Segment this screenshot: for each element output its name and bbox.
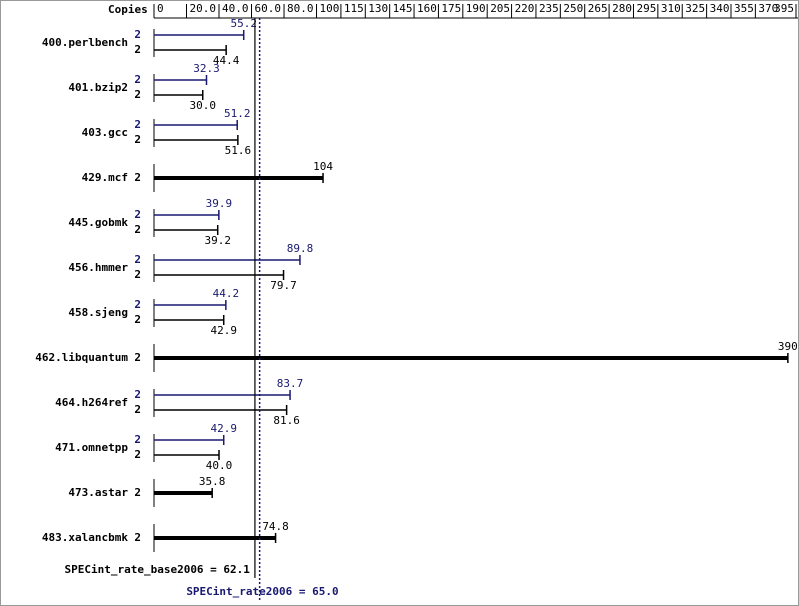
axis-title: Copies	[108, 3, 148, 16]
copies-label: 2	[134, 253, 141, 266]
category-label: 400.perlbench	[42, 36, 128, 49]
x-tick-label: 130	[368, 2, 388, 15]
category-label: 429.mcf	[82, 171, 128, 184]
value-label: 81.6	[273, 414, 300, 427]
x-tick-label: 340	[710, 2, 730, 15]
copies-label: 2	[134, 88, 141, 101]
x-tick-label: 100	[320, 2, 340, 15]
category-label: 483.xalancbmk	[42, 531, 128, 544]
x-tick-label: 395	[774, 2, 794, 15]
copies-label: 2	[134, 486, 141, 499]
value-label: 55.2	[230, 17, 257, 30]
copies-label: 2	[134, 403, 141, 416]
x-tick-label: 220	[515, 2, 535, 15]
category-label: 462.libquantum	[35, 351, 128, 364]
category-label: 464.h264ref	[55, 396, 128, 409]
x-tick-label: 175	[441, 2, 461, 15]
x-tick-label: 80.0	[287, 2, 314, 15]
category-label: 401.bzip2	[68, 81, 128, 94]
x-tick-label: 310	[661, 2, 681, 15]
value-label: 51.2	[224, 107, 251, 120]
copies-label: 2	[134, 298, 141, 311]
reference-label: SPECint_rate_base2006 = 62.1	[64, 563, 250, 576]
copies-label: 2	[134, 268, 141, 281]
value-label: 32.3	[193, 62, 220, 75]
x-tick-label: 115	[344, 2, 364, 15]
value-label: 42.9	[210, 422, 237, 435]
x-tick-label: 370	[758, 2, 778, 15]
copies-label: 2	[134, 351, 141, 364]
x-tick-label: 190	[466, 2, 486, 15]
x-tick-label: 250	[563, 2, 583, 15]
value-label: 79.7	[270, 279, 297, 292]
x-tick-label: 40.0	[222, 2, 249, 15]
copies-label: 2	[134, 313, 141, 326]
category-label: 403.gcc	[82, 126, 128, 139]
x-tick-label: 20.0	[190, 2, 217, 15]
copies-label: 2	[134, 171, 141, 184]
category-label: 456.hmmer	[68, 261, 128, 274]
value-label: 44.2	[213, 287, 240, 300]
copies-label: 2	[134, 433, 141, 446]
value-label: 390	[778, 340, 798, 353]
copies-label: 2	[134, 223, 141, 236]
value-label: 39.2	[204, 234, 231, 247]
copies-label: 2	[134, 73, 141, 86]
x-tick-label: 265	[588, 2, 608, 15]
value-label: 89.8	[287, 242, 314, 255]
x-tick-label: 160	[417, 2, 437, 15]
copies-label: 2	[134, 208, 141, 221]
value-label: 83.7	[277, 377, 304, 390]
x-tick-label: 355	[734, 2, 754, 15]
category-label: 473.astar	[68, 486, 128, 499]
x-tick-label: 0	[157, 2, 164, 15]
copies-label: 2	[134, 531, 141, 544]
value-label: 74.8	[262, 520, 289, 533]
value-label: 35.8	[199, 475, 226, 488]
value-label: 104	[313, 160, 333, 173]
copies-label: 2	[134, 43, 141, 56]
copies-label: 2	[134, 118, 141, 131]
reference-label: SPECint_rate2006 = 65.0	[186, 585, 338, 598]
x-tick-label: 280	[612, 2, 632, 15]
value-label: 30.0	[190, 99, 217, 112]
category-label: 471.omnetpp	[55, 441, 128, 454]
category-label: 458.sjeng	[68, 306, 128, 319]
x-tick-label: 145	[393, 2, 413, 15]
value-label: 51.6	[225, 144, 252, 157]
value-label: 42.9	[210, 324, 237, 337]
copies-label: 2	[134, 133, 141, 146]
x-tick-label: 205	[490, 2, 510, 15]
copies-label: 2	[134, 28, 141, 41]
x-tick-label: 235	[539, 2, 559, 15]
x-tick-label: 325	[685, 2, 705, 15]
value-label: 44.4	[213, 54, 240, 67]
value-label: 39.9	[206, 197, 233, 210]
category-label: 445.gobmk	[68, 216, 128, 229]
copies-label: 2	[134, 448, 141, 461]
x-tick-label: 60.0	[255, 2, 282, 15]
copies-label: 2	[134, 388, 141, 401]
value-label: 40.0	[206, 459, 233, 472]
x-tick-label: 295	[636, 2, 656, 15]
